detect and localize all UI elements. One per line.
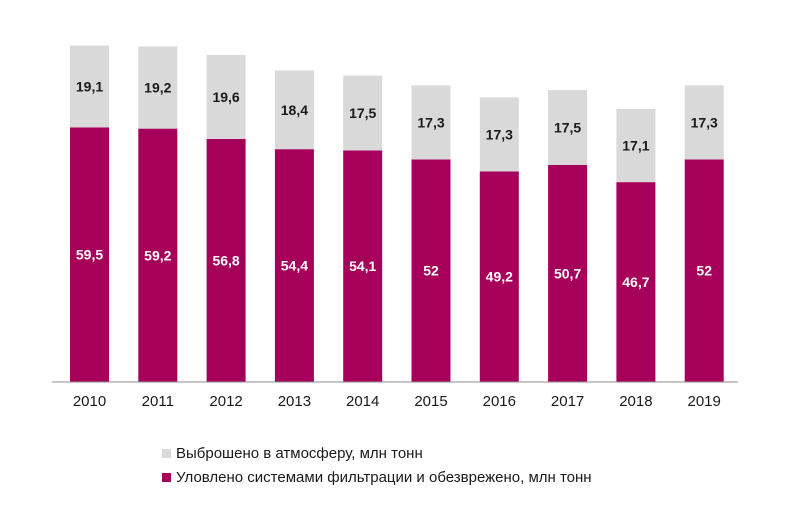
bar-emitted-2015 bbox=[411, 85, 451, 160]
bar-emitted-2010 bbox=[70, 45, 109, 128]
data-label-captured-2014: 54,1 bbox=[349, 258, 376, 274]
x-tick-label-2012: 2012 bbox=[209, 393, 242, 410]
data-label-captured-2011: 59,2 bbox=[144, 247, 171, 263]
bar-emitted-2019 bbox=[684, 85, 724, 160]
legend-swatch-captured bbox=[162, 472, 171, 482]
legend-label-captured: Уловлено системами фильтрации и обезвреж… bbox=[176, 468, 592, 486]
data-label-emitted-2019: 17,3 bbox=[691, 114, 718, 130]
data-label-emitted-2014: 17,5 bbox=[349, 105, 376, 121]
data-label-emitted-2012: 19,6 bbox=[212, 89, 239, 105]
bar-emitted-2017 bbox=[548, 90, 588, 166]
x-tick-label-2011: 2011 bbox=[142, 393, 174, 410]
data-label-emitted-2017: 17,5 bbox=[554, 120, 581, 136]
x-tick-label-2014: 2014 bbox=[346, 393, 379, 410]
legend-swatch-emitted bbox=[162, 448, 171, 458]
data-label-emitted-2018: 17,1 bbox=[622, 138, 649, 154]
data-label-captured-2019: 52 bbox=[696, 263, 712, 279]
data-label-captured-2018: 46,7 bbox=[622, 274, 649, 290]
data-label-emitted-2011: 19,2 bbox=[144, 80, 171, 96]
bar-emitted-2018 bbox=[616, 108, 656, 183]
data-label-captured-2012: 56,8 bbox=[212, 252, 239, 268]
bar-captured-2016 bbox=[479, 171, 519, 382]
bar-captured-2010 bbox=[70, 127, 109, 382]
data-label-captured-2017: 50,7 bbox=[554, 266, 581, 282]
legend-item-captured: Уловлено системами фильтрации и обезвреж… bbox=[162, 465, 592, 489]
bar-captured-2017 bbox=[548, 165, 588, 382]
x-tick-label-2019: 2019 bbox=[688, 393, 721, 410]
bar-captured-2018 bbox=[616, 182, 656, 382]
bar-captured-2012 bbox=[206, 138, 246, 382]
bar-emitted-2016 bbox=[479, 97, 519, 172]
data-label-captured-2010: 59,5 bbox=[76, 247, 103, 263]
bar-captured-2013 bbox=[274, 149, 314, 382]
bar-emitted-2012 bbox=[206, 55, 246, 139]
legend: Выброшено в атмосферу, млн тонн Уловлено… bbox=[162, 441, 592, 489]
x-tick-label-2013: 2013 bbox=[278, 393, 311, 410]
bar-captured-2019 bbox=[684, 159, 724, 382]
bar-emitted-2014 bbox=[343, 75, 383, 151]
bar-captured-2015 bbox=[411, 159, 451, 382]
data-label-captured-2013: 54,4 bbox=[281, 258, 308, 274]
bar-emitted-2011 bbox=[138, 46, 178, 129]
bar-emitted-2013 bbox=[274, 70, 314, 150]
data-label-captured-2016: 49,2 bbox=[486, 269, 513, 285]
bar-captured-2011 bbox=[138, 128, 178, 382]
data-label-emitted-2010: 19,1 bbox=[76, 78, 103, 94]
legend-label-emitted: Выброшено в атмосферу, млн тонн bbox=[176, 444, 423, 462]
x-tick-label-2015: 2015 bbox=[414, 393, 447, 410]
x-tick-label-2017: 2017 bbox=[551, 393, 584, 410]
legend-item-emitted: Выброшено в атмосферу, млн тонн bbox=[162, 441, 592, 465]
data-label-captured-2015: 52 bbox=[423, 263, 439, 279]
data-label-emitted-2013: 18,4 bbox=[281, 102, 308, 118]
data-label-emitted-2016: 17,3 bbox=[486, 126, 513, 142]
x-tick-label-2010: 2010 bbox=[73, 393, 106, 410]
data-label-emitted-2015: 17,3 bbox=[417, 114, 444, 130]
x-tick-label-2016: 2016 bbox=[483, 393, 516, 410]
bar-captured-2014 bbox=[343, 150, 383, 382]
x-tick-label-2018: 2018 bbox=[619, 393, 652, 410]
